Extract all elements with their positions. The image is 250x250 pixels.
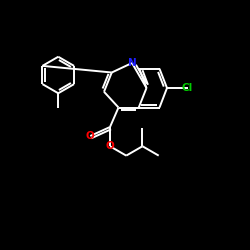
Text: N: N [128,58,136,68]
Text: Cl: Cl [182,83,193,93]
Text: O: O [86,131,94,141]
Text: O: O [106,141,114,151]
